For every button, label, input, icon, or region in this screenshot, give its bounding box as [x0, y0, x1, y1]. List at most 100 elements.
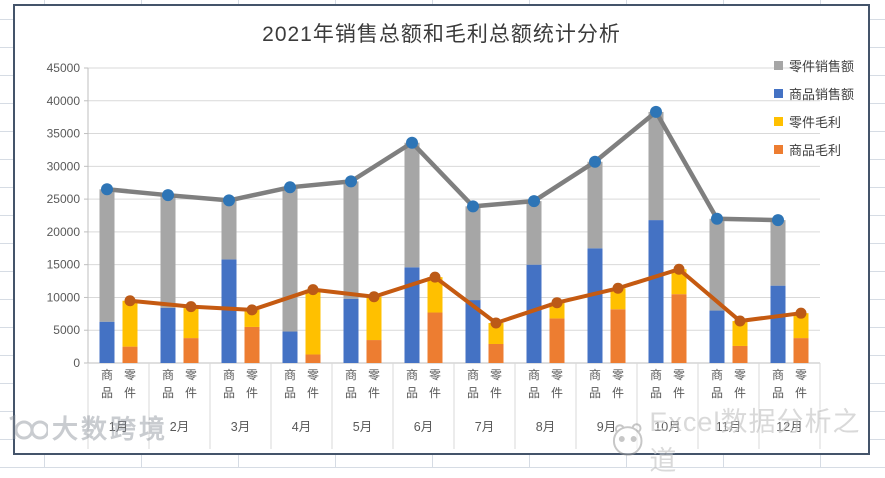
bar-segment-零件销售额-12月[interactable] — [770, 220, 786, 286]
profit-total-line-marker — [124, 295, 136, 307]
x-subcategory-label: 件 — [307, 386, 319, 400]
bar-segment-零件毛利-12月[interactable] — [793, 313, 809, 339]
y-axis-label: 30000 — [47, 159, 81, 173]
bar-segment-零件毛利-6月[interactable] — [427, 277, 443, 313]
bar-segment-商品销售额-8月[interactable] — [526, 264, 542, 363]
profit-total-line-marker — [551, 297, 563, 309]
bar-segment-商品毛利-8月[interactable] — [549, 318, 565, 363]
bar-segment-商品销售额-3月[interactable] — [221, 259, 237, 363]
legend-item-3[interactable]: 商品毛利 — [773, 140, 854, 159]
bar-segment-商品毛利-1月[interactable] — [122, 346, 138, 363]
bar-segment-零件销售额-2月[interactable] — [160, 195, 176, 308]
x-subcategory-label: 零 — [124, 368, 136, 382]
bar-segment-零件毛利-11月[interactable] — [732, 321, 748, 346]
x-subcategory-label: 品 — [101, 386, 113, 400]
x-subcategory-label: 件 — [734, 386, 746, 400]
x-subcategory-label: 品 — [528, 386, 540, 400]
profit-total-line-marker — [795, 307, 807, 319]
y-axis-label: 5000 — [53, 323, 80, 337]
bar-segment-零件销售额-4月[interactable] — [282, 187, 298, 332]
x-month-label: 7月 — [475, 420, 494, 434]
bar-segment-商品毛利-4月[interactable] — [305, 354, 321, 363]
legend-item-label: 零件销售额 — [788, 59, 854, 74]
sales-total-line-marker — [345, 175, 357, 188]
legend-item-2[interactable]: 零件毛利 — [773, 112, 854, 131]
bar-segment-商品毛利-5月[interactable] — [366, 340, 382, 363]
bar-segment-零件毛利-3月[interactable] — [244, 309, 260, 327]
sales-total-line-marker — [406, 136, 418, 149]
legend-swatch-icon — [773, 61, 783, 70]
bar-segment-商品销售额-12月[interactable] — [770, 285, 786, 363]
sales-total-line[interactable] — [104, 109, 781, 223]
bar-segment-零件销售额-9月[interactable] — [587, 161, 603, 249]
bar-segment-零件销售额-3月[interactable] — [221, 200, 237, 260]
y-axis-label: 45000 — [47, 61, 81, 75]
bar-segment-零件销售额-1月[interactable] — [99, 189, 115, 322]
bar-segment-商品销售额-10月[interactable] — [648, 220, 664, 363]
x-subcategory-label: 商 — [772, 367, 784, 382]
legend-item-1[interactable]: 商品销售额 — [773, 84, 854, 103]
x-subcategory-label: 件 — [124, 386, 136, 400]
legend-swatch-icon — [773, 89, 783, 98]
bar-segment-商品销售额-9月[interactable] — [587, 248, 603, 363]
x-subcategory-label: 零 — [246, 368, 258, 382]
x-month-label: 8月 — [536, 420, 555, 434]
x-subcategory-label: 件 — [551, 386, 563, 400]
bar-segment-商品销售额-6月[interactable] — [404, 267, 420, 363]
x-subcategory-label: 品 — [223, 386, 235, 400]
x-month-label: 3月 — [231, 420, 250, 434]
profit-total-line-marker — [368, 291, 380, 303]
bar-segment-零件销售额-11月[interactable] — [709, 218, 725, 311]
x-subcategory-label: 品 — [345, 386, 357, 400]
bar-segment-商品销售额-7月[interactable] — [465, 300, 481, 363]
bar-segment-商品销售额-1月[interactable] — [99, 321, 115, 363]
bar-segment-零件毛利-2月[interactable] — [183, 306, 199, 339]
bar-segment-商品毛利-11月[interactable] — [732, 345, 748, 363]
bar-segment-商品毛利-3月[interactable] — [244, 326, 260, 363]
x-month-label: 11月 — [716, 420, 741, 434]
x-month-label: 12月 — [776, 420, 802, 434]
profit-total-line-marker — [307, 284, 319, 296]
bar-segment-商品毛利-12月[interactable] — [793, 338, 809, 363]
bar-segment-零件毛利-1月[interactable] — [122, 300, 138, 347]
x-subcategory-label: 零 — [551, 368, 563, 382]
profit-total-line-marker — [673, 263, 685, 275]
sales-total-line-marker — [650, 105, 662, 118]
bar-segment-商品毛利-7月[interactable] — [488, 343, 504, 363]
bar-segment-零件毛利-4月[interactable] — [305, 289, 321, 355]
bar-segment-零件毛利-9月[interactable] — [610, 288, 626, 310]
bar-segment-零件毛利-7月[interactable] — [488, 323, 504, 344]
x-subcategory-label: 件 — [368, 386, 380, 400]
sales-total-line-marker — [589, 155, 601, 168]
bar-segment-商品销售额-4月[interactable] — [282, 331, 298, 363]
x-month-label: 5月 — [353, 420, 372, 434]
chart-area[interactable]: 2021年销售总额和毛利总额统计分析 0 5000 10000 15000 20000 2… — [13, 4, 870, 455]
bar-segment-零件销售额-5月[interactable] — [343, 181, 359, 299]
profit-total-line-marker — [429, 271, 441, 283]
x-subcategory-label: 商 — [101, 367, 113, 382]
bar-segment-商品销售额-11月[interactable] — [709, 310, 725, 363]
profit-total-line[interactable] — [128, 267, 803, 326]
x-subcategory-label: 商 — [406, 367, 418, 382]
bar-segment-商品销售额-2月[interactable] — [160, 307, 176, 363]
x-subcategory-label: 品 — [406, 386, 418, 400]
x-month-label: 1月 — [109, 420, 128, 434]
sales-total-line-marker — [772, 214, 784, 227]
x-subcategory-label: 品 — [589, 386, 601, 400]
bar-segment-商品毛利-6月[interactable] — [427, 312, 443, 363]
y-axis-label: 25000 — [47, 192, 81, 206]
y-axis-label: 0 — [73, 356, 80, 370]
x-subcategory-label: 件 — [795, 386, 807, 400]
bar-segment-零件毛利-10月[interactable] — [671, 269, 687, 295]
bar-segment-商品毛利-2月[interactable] — [183, 338, 199, 363]
bar-segment-零件销售额-10月[interactable] — [648, 111, 664, 221]
bar-segment-零件销售额-8月[interactable] — [526, 201, 542, 265]
legend-item-label: 商品毛利 — [788, 143, 841, 158]
bar-segment-商品毛利-10月[interactable] — [671, 294, 687, 363]
bar-segment-零件毛利-5月[interactable] — [366, 296, 382, 341]
legend-item-0[interactable]: 零件销售额 — [773, 56, 854, 75]
bar-segment-零件销售额-6月[interactable] — [404, 142, 420, 268]
bar-segment-零件销售额-7月[interactable] — [465, 206, 481, 301]
bar-segment-商品毛利-9月[interactable] — [610, 309, 626, 363]
bar-segment-商品销售额-5月[interactable] — [343, 298, 359, 363]
